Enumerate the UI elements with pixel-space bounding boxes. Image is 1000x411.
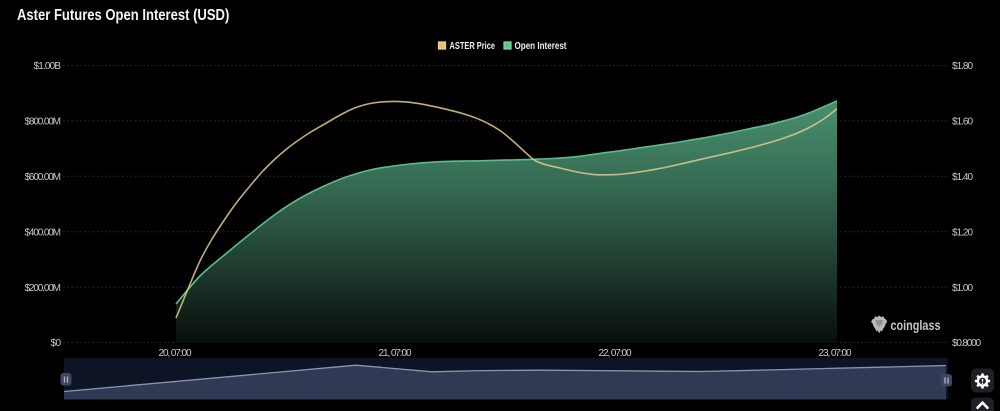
svg-text:20, 07:00: 20, 07:00 — [159, 348, 192, 359]
svg-text:Open Interest: Open Interest — [515, 41, 568, 52]
svg-text:$1.00B: $1.00B — [34, 61, 62, 72]
svg-text:$0: $0 — [51, 338, 62, 349]
svg-text:$0.8000: $0.8000 — [952, 338, 981, 349]
svg-text:$400.00M: $400.00M — [25, 227, 62, 238]
svg-text:$600.00M: $600.00M — [25, 172, 62, 183]
svg-text:$1.60: $1.60 — [952, 117, 973, 128]
svg-text:23, 07:00: 23, 07:00 — [819, 348, 852, 359]
svg-text:$1.20: $1.20 — [952, 227, 973, 238]
svg-text:$1.40: $1.40 — [952, 172, 973, 183]
svg-text:$800.00M: $800.00M — [25, 117, 62, 128]
svg-text:ASTER Price: ASTER Price — [450, 41, 496, 52]
svg-text:22, 07:00: 22, 07:00 — [599, 348, 632, 359]
svg-text:$1.00: $1.00 — [952, 283, 973, 294]
svg-text:coinglass: coinglass — [891, 318, 941, 333]
svg-text:$200.00M: $200.00M — [25, 283, 62, 294]
svg-text:21, 07:00: 21, 07:00 — [379, 348, 412, 359]
svg-text:$1.80: $1.80 — [952, 61, 973, 72]
